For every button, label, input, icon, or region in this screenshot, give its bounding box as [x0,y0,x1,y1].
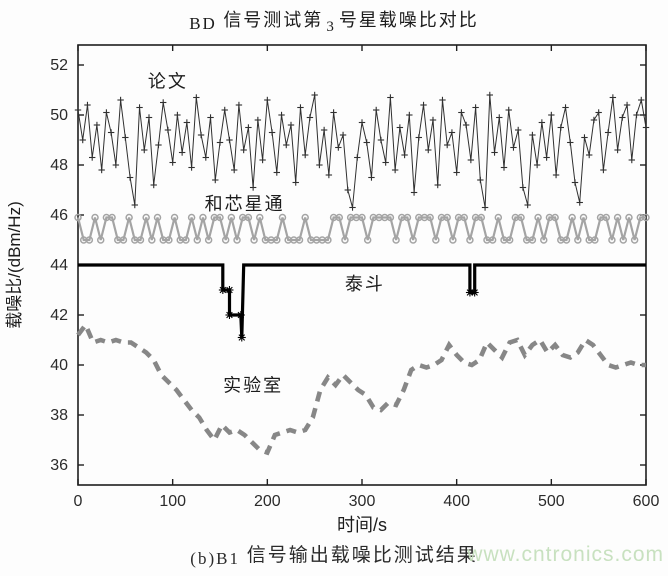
watermark-text: www.cntronics.com [467,543,664,566]
figure-caption-text: 信号输出载噪比测试结果 [246,545,478,566]
series-unicore [74,213,650,244]
series-lab-line [76,320,646,456]
x-tick-label: 300 [349,493,376,510]
series-paper-line [77,94,647,208]
plot-label-paper: 论文 [148,72,188,92]
x-tick-label: 400 [443,493,470,510]
chart-title-satellite-number: 3 [326,19,336,35]
chart-title: BD 信号测试第 3 号星载噪比对比 [0,6,668,35]
x-tick-label: 600 [633,493,660,510]
y-tick-label: 50 [50,107,68,124]
plot-label-lab: 实验室 [223,375,283,395]
chart-title-suffix: 号星载噪比对比 [338,10,479,30]
plot-label-taidou: 泰斗 [345,274,385,294]
x-axis-label: 时间/s [337,515,387,535]
y-tick-label: 42 [50,307,68,324]
series-taidou [78,263,646,342]
x-tick-label: 500 [538,493,565,510]
x-tick-label: 100 [159,493,186,510]
y-tick-label: 40 [50,357,68,374]
y-tick-label: 36 [50,457,68,474]
y-axis-label: 载噪比/(dBm/Hz) [5,201,24,329]
figure-caption: (b)B1 信号输出载噪比测试结果 [0,540,668,568]
series-unicore-line [76,216,646,242]
x-tick-label: 200 [254,493,281,510]
axis-ticks: 0 100 200 300 400 500 600 36 38 40 42 44 46 48 50 52 [50,45,659,510]
chart-title-prefix: BD [189,14,217,33]
x-tick-label: 0 [74,493,83,510]
y-tick-label: 44 [50,257,68,274]
y-tick-label: 52 [50,57,68,74]
y-tick-label: 46 [50,207,68,224]
y-tick-label: 48 [50,157,68,174]
figure-caption-index: (b)B1 [190,549,240,568]
series-lab [76,320,646,456]
y-tick-label: 38 [50,407,68,424]
chart-title-mid: 信号测试第 [223,10,324,30]
series-paper [74,91,650,211]
plot-label-unicore: 和芯星通 [205,194,285,214]
